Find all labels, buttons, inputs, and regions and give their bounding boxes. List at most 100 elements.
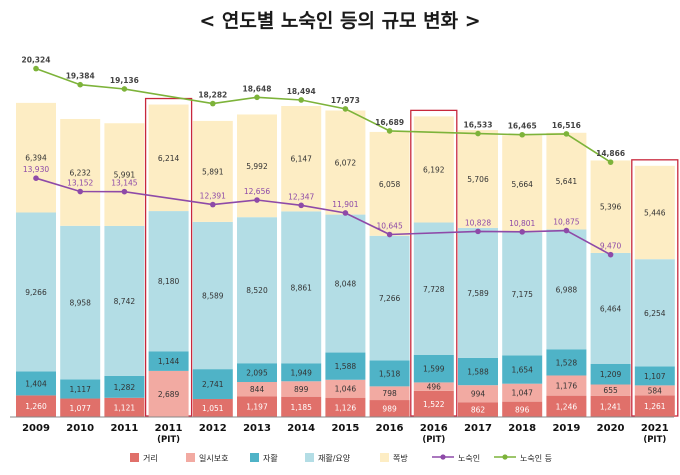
legend-marker xyxy=(440,454,446,460)
bar-segment-label: 6,214 xyxy=(158,154,180,163)
bar-segment xyxy=(148,211,189,352)
bar-segment xyxy=(16,212,56,372)
trend-point-label: 18,494 xyxy=(287,87,316,96)
bar-segment-label: 1,949 xyxy=(290,368,312,377)
bar-segment-label: 989 xyxy=(382,405,397,414)
trend-point xyxy=(254,94,260,101)
trend-point xyxy=(475,228,481,235)
bar-segment-label: 6,072 xyxy=(335,159,357,168)
trend-line-group: 20,324 19,384 19,136 18,282 18,648 18,494 17,9… xyxy=(22,56,625,165)
legend-item: 거리 xyxy=(130,453,158,463)
x-tick-label: 2011 xyxy=(110,423,138,434)
bar-segment-label: 1,185 xyxy=(290,403,312,412)
trend-point-label: 9,470 xyxy=(600,242,622,251)
legend-label: 자활 xyxy=(263,453,278,463)
bar-segment-label: 844 xyxy=(250,385,265,394)
bar-segment-label: 8,958 xyxy=(69,299,91,308)
bar-segment-label: 8,520 xyxy=(246,286,268,295)
bar-segment-label: 7,589 xyxy=(467,289,489,298)
trend-point xyxy=(33,175,39,181)
trend-point-label: 19,384 xyxy=(66,72,95,81)
bar-segment-label: 5,446 xyxy=(644,209,666,218)
bar-segment-label: 7,728 xyxy=(423,285,445,294)
bar-segment-label: 862 xyxy=(471,406,486,415)
legend-swatch xyxy=(250,453,259,462)
bar-segment-label: 1,282 xyxy=(114,383,136,392)
bar-segment xyxy=(458,227,498,358)
bar-segment xyxy=(458,130,498,228)
bar-segment xyxy=(60,225,101,380)
legend: 거리 일시보호 자활 재활/요양 쪽방 노숙인 노숙인 등 xyxy=(130,453,552,463)
bar-segment xyxy=(325,379,366,398)
bar-segment-label: 1,522 xyxy=(423,400,445,409)
bar-segment xyxy=(60,118,101,226)
bar-segment-label: 1,404 xyxy=(25,379,47,388)
bar-segment xyxy=(413,222,454,355)
trend-point-label: 19,136 xyxy=(110,76,139,85)
trend-point-label: 17,973 xyxy=(331,96,360,105)
bar-segment xyxy=(590,384,631,396)
bar-segment xyxy=(590,395,631,417)
bar-segment-label: 1,047 xyxy=(511,389,533,398)
trend-point-label: 16,465 xyxy=(508,122,537,131)
trend-point-label: 16,689 xyxy=(375,118,404,127)
trend-line-group: 13,930 13,152 13,145 12,391 12,656 12,347 11,9… xyxy=(23,165,622,258)
bar-segment-label: 1,107 xyxy=(644,372,666,381)
trend-point-label: 12,391 xyxy=(200,192,226,201)
bar-segment xyxy=(634,366,675,386)
trend-point-label: 11,901 xyxy=(332,200,358,209)
legend-item: 노숙인 xyxy=(432,453,480,463)
trend-point-label: 20,324 xyxy=(22,56,51,65)
bar-segment-label: 9,266 xyxy=(25,288,47,297)
trend-point-label: 18,648 xyxy=(243,84,272,93)
x-tick-label: 2021 xyxy=(641,423,669,434)
bar-segment xyxy=(546,375,587,396)
x-tick-label: 2016 xyxy=(376,423,404,434)
bar-segment-label: 1,246 xyxy=(556,402,578,411)
bar-stacks: 1,260 1,404 9,266 6,394 1,077 1,117 8,958 6,232… xyxy=(16,102,675,417)
bar-segment xyxy=(546,229,587,350)
bar-segment xyxy=(325,214,366,353)
bar-segment xyxy=(281,211,322,364)
x-tick-sublabel: (PIT) xyxy=(157,435,180,445)
bar-segment-label: 2,095 xyxy=(246,369,268,378)
trend-point-label: 12,347 xyxy=(288,192,314,201)
legend-swatch xyxy=(305,453,314,462)
bar-segment-label: 1,209 xyxy=(600,370,622,379)
trend-point xyxy=(121,86,128,92)
trend-point xyxy=(342,210,349,216)
legend-item: 노숙인 등 xyxy=(494,453,552,463)
bar-segment-label: 1,121 xyxy=(114,403,136,412)
bar-segment xyxy=(458,385,498,403)
bar-segment xyxy=(192,369,233,399)
trend-point-label: 10,645 xyxy=(376,222,402,231)
legend-label: 일시보호 xyxy=(199,454,228,463)
trend-point-label: 18,282 xyxy=(198,91,227,100)
trend-line-path xyxy=(35,177,611,256)
x-tick-label: 2018 xyxy=(508,423,536,434)
bar-segment xyxy=(192,221,233,370)
bar-segment xyxy=(325,352,366,380)
bar-segment xyxy=(16,395,56,417)
bar-segment-label: 5,706 xyxy=(467,175,489,184)
bar-segment xyxy=(104,123,145,226)
trend-point xyxy=(121,188,128,195)
bar-segment-label: 1,117 xyxy=(69,385,91,394)
bar-segment-label: 1,654 xyxy=(511,366,533,375)
bar-segment xyxy=(634,165,675,260)
trend-point xyxy=(210,201,216,208)
bar-segment-label: 6,192 xyxy=(423,165,445,174)
x-tick-label: 2019 xyxy=(552,423,580,434)
bar-segment-label: 6,394 xyxy=(25,154,47,163)
bar-segment-label: 5,396 xyxy=(600,203,622,212)
trend-point-label: 10,801 xyxy=(509,219,535,228)
legend-label: 노숙인 xyxy=(458,453,480,463)
bar-segment xyxy=(104,397,145,417)
bar-segment-label: 8,048 xyxy=(335,280,357,289)
trend-point-label: 10,875 xyxy=(553,218,579,227)
bar-segment-label: 496 xyxy=(427,383,442,392)
trend-lines: 13,930 13,152 13,145 12,391 12,656 12,347 11,9… xyxy=(22,56,625,258)
bar-segment-label: 1,260 xyxy=(25,402,47,411)
trend-point xyxy=(607,159,614,165)
bar-segment xyxy=(369,235,410,361)
